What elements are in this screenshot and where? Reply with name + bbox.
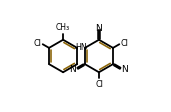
Text: CH₃: CH₃ [56, 23, 70, 32]
Text: Cl: Cl [34, 39, 42, 48]
Text: N: N [122, 65, 128, 74]
Text: N: N [69, 65, 76, 74]
Text: Cl: Cl [95, 80, 103, 89]
Text: N: N [96, 24, 102, 33]
Text: Cl: Cl [120, 39, 128, 48]
Text: HN: HN [75, 43, 87, 52]
